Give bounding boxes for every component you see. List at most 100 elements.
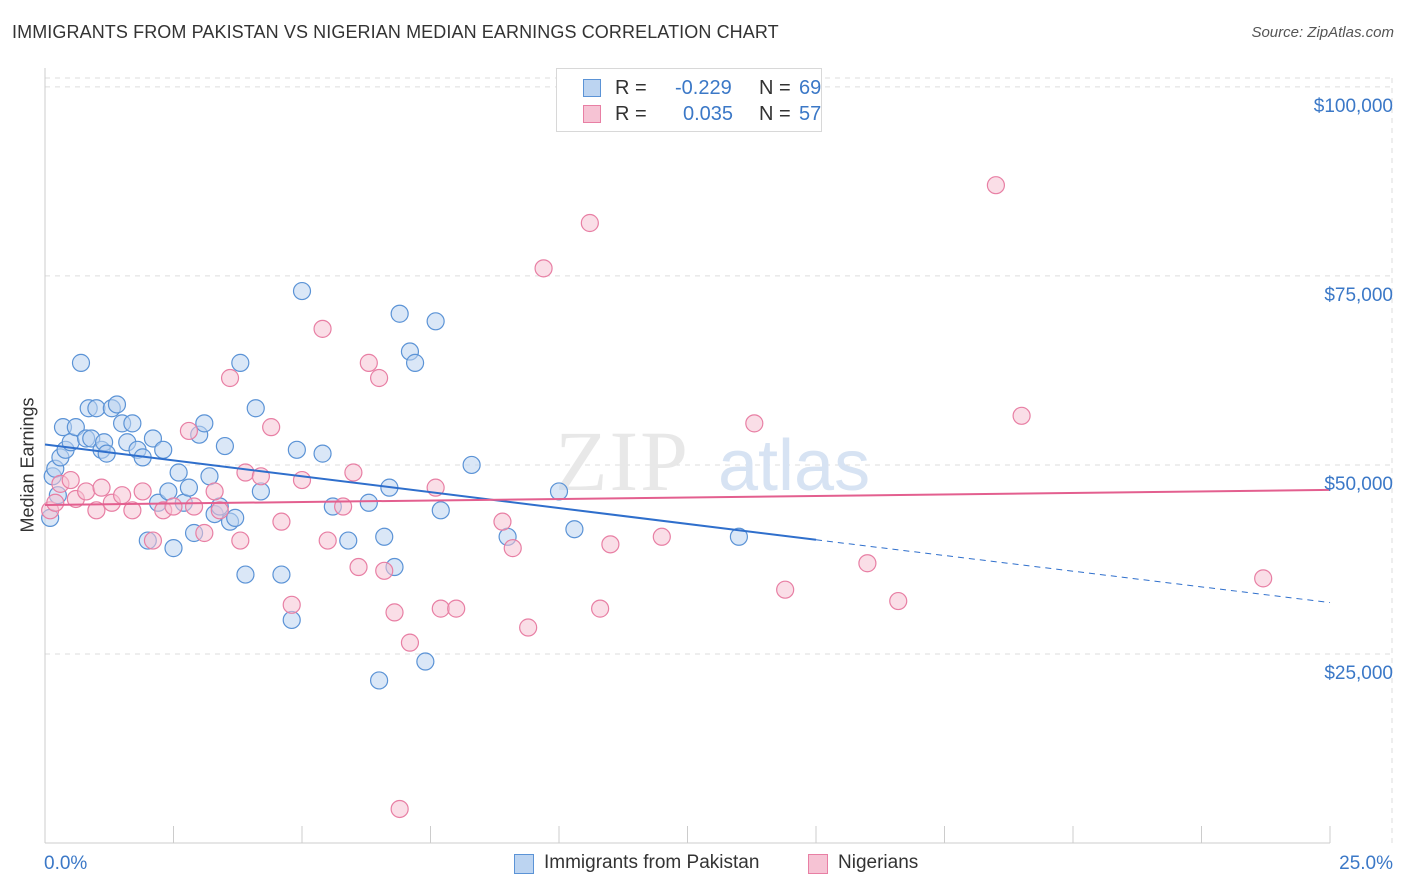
trend-lines bbox=[44, 443, 1331, 604]
scatter-point bbox=[1254, 569, 1273, 588]
scatter-point bbox=[313, 444, 332, 463]
scatter-point bbox=[179, 421, 199, 441]
correlation-legend: R = -0.229 N = 69 R = 0.035 N = 57 bbox=[556, 68, 822, 132]
watermark: ZIP atlas bbox=[555, 413, 870, 509]
scatter-point bbox=[426, 312, 445, 331]
scatter-point bbox=[652, 527, 671, 546]
scatter-point bbox=[220, 368, 240, 388]
y-tick-label: $75,000 bbox=[1324, 285, 1393, 306]
scatter-point bbox=[292, 281, 312, 301]
scatter-point bbox=[215, 436, 234, 456]
y-tick-label: $100,000 bbox=[1314, 96, 1393, 117]
scatter-point bbox=[390, 799, 409, 819]
x-tick-label-max: 25.0% bbox=[1339, 853, 1393, 874]
watermark-zip: ZIP bbox=[555, 413, 690, 509]
scatter-point bbox=[46, 493, 65, 512]
scatter-point bbox=[154, 440, 173, 459]
bottom-legend-swatch-pakistan bbox=[514, 854, 534, 874]
y-tick-label: $50,000 bbox=[1324, 474, 1393, 495]
scatter-point bbox=[745, 414, 764, 433]
scatter-point bbox=[375, 527, 394, 546]
scatter-point bbox=[195, 523, 214, 543]
legend-swatch-nigerians bbox=[583, 105, 601, 123]
scatter-point bbox=[66, 418, 85, 437]
scatter-point bbox=[226, 508, 245, 527]
legend-r-label: R = bbox=[615, 103, 647, 125]
scatter-point bbox=[318, 531, 337, 550]
scatter-point bbox=[246, 399, 265, 418]
scatter-point bbox=[87, 501, 106, 520]
axes bbox=[44, 68, 1331, 844]
tick-labels: $25,000 $50,000 $75,000 $100,000 0.0% 25.0% bbox=[44, 96, 1393, 874]
scatter-point bbox=[519, 618, 538, 637]
scatter-point bbox=[143, 429, 163, 448]
trend-line-pakistan bbox=[44, 443, 817, 541]
scatter-point bbox=[349, 557, 368, 577]
legend-swatch-pakistan bbox=[583, 79, 601, 97]
scatter-point bbox=[370, 368, 389, 388]
scatter-point bbox=[123, 501, 142, 520]
y-tick-label: $25,000 bbox=[1324, 663, 1393, 684]
scatter-point bbox=[565, 520, 584, 539]
scatter-point bbox=[416, 652, 435, 671]
scatter-point bbox=[292, 470, 312, 490]
scatter-point bbox=[776, 580, 795, 599]
bottom-legend-label: Nigerians bbox=[838, 852, 919, 873]
scatter-point bbox=[272, 565, 291, 584]
scatter-point bbox=[133, 482, 152, 501]
scatter-point bbox=[580, 213, 599, 233]
grid-lines bbox=[45, 77, 1393, 843]
scatter-point bbox=[287, 440, 306, 459]
scatter-point bbox=[112, 486, 132, 505]
scatter-point bbox=[143, 531, 163, 550]
scatter-point bbox=[385, 603, 404, 622]
trend-line-nigerians bbox=[44, 488, 1331, 507]
scatter-point bbox=[87, 399, 106, 418]
scatter-point bbox=[282, 595, 301, 614]
scatter-point bbox=[272, 512, 291, 531]
scatter-point bbox=[359, 493, 378, 512]
scatter-point bbox=[61, 470, 80, 490]
scatter-point bbox=[431, 599, 450, 618]
scatter-point bbox=[1012, 406, 1031, 425]
scatter-point bbox=[236, 463, 255, 482]
scatter-point bbox=[282, 610, 301, 630]
watermark-atlas: atlas bbox=[718, 426, 870, 506]
legend-n-value: 69 bbox=[799, 77, 822, 99]
scatter-point bbox=[71, 353, 91, 372]
scatter-point bbox=[729, 527, 749, 546]
scatter-point bbox=[986, 176, 1006, 195]
scatter-point bbox=[313, 319, 332, 338]
scatter-point bbox=[262, 418, 281, 437]
source-credit: Source: ZipAtlas.com bbox=[1251, 24, 1394, 41]
scatter-point bbox=[375, 561, 394, 580]
chart-title: IMMIGRANTS FROM PAKISTAN VS NIGERIAN MED… bbox=[12, 22, 779, 42]
scatter-point bbox=[210, 501, 229, 520]
legend-r-label: R = bbox=[615, 77, 647, 99]
scatter-point bbox=[159, 482, 178, 501]
trend-line-pakistan-extension bbox=[815, 539, 1331, 604]
scatter-point bbox=[534, 259, 553, 278]
scatter-point bbox=[431, 501, 450, 520]
scatter-point bbox=[92, 478, 111, 497]
legend-n-value: 57 bbox=[799, 103, 822, 125]
scatter-point bbox=[236, 565, 255, 584]
y-axis-label: Median Earnings bbox=[17, 397, 38, 533]
x-tick-label-min: 0.0% bbox=[44, 853, 87, 874]
scatter-point bbox=[107, 395, 127, 414]
scatter-point bbox=[231, 353, 250, 372]
scatter-point bbox=[591, 599, 610, 618]
scatter-point bbox=[359, 353, 378, 372]
scatter-point bbox=[184, 497, 204, 516]
scatter-point bbox=[400, 633, 420, 652]
series-pakistan-points bbox=[41, 281, 749, 690]
bottom-legend-label: Immigrants from Pakistan bbox=[544, 852, 760, 873]
scatter-point bbox=[195, 414, 214, 433]
scatter-point bbox=[447, 599, 466, 618]
scatter-point bbox=[405, 353, 425, 372]
scatter-point bbox=[889, 591, 908, 611]
scatter-point bbox=[390, 304, 409, 323]
scatter-point bbox=[231, 531, 250, 550]
scatter-point bbox=[200, 467, 219, 486]
